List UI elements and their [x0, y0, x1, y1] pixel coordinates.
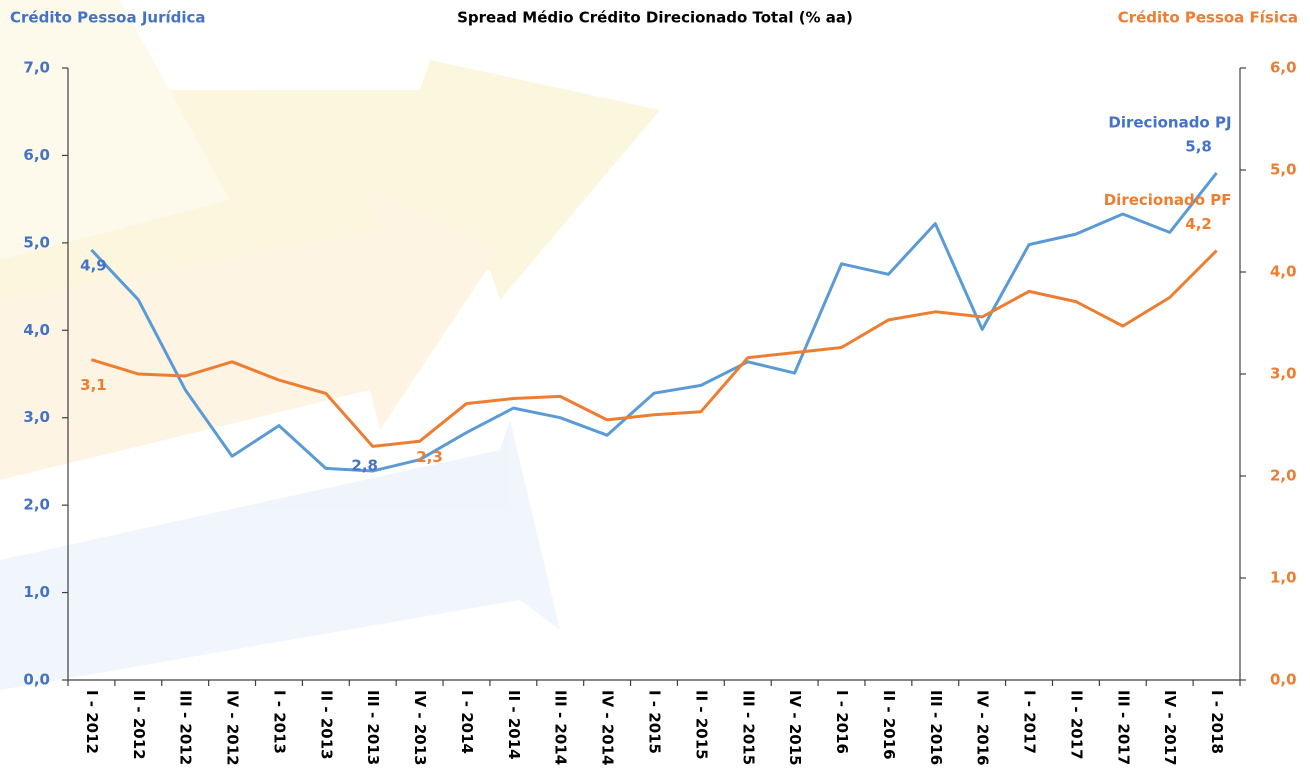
- y-tick-label: 7,0: [23, 59, 50, 77]
- y2-tick-label: 2,0: [1270, 467, 1297, 485]
- chart: Crédito Pessoa Jurídica Crédito Pessoa F…: [0, 0, 1310, 771]
- x-tick-label: III - 2012: [177, 690, 195, 765]
- y2-tick-label: 3,0: [1270, 365, 1297, 383]
- x-tick-label: I - 2013: [270, 690, 288, 754]
- series-label: Direcionado PF: [1104, 191, 1232, 209]
- x-tick-label: III - 2013: [364, 690, 382, 765]
- y2-tick-label: 4,0: [1270, 263, 1297, 281]
- x-tick-label: II - 2014: [505, 690, 523, 760]
- x-tick-label: I - 2012: [83, 690, 101, 754]
- value-label: 5,8: [1185, 137, 1212, 155]
- x-tick-label: II - 2013: [317, 690, 335, 760]
- value-label: 4,9: [80, 256, 107, 274]
- x-tick-label: II - 2016: [880, 690, 898, 760]
- x-tick-label: II - 2017: [1067, 690, 1085, 760]
- x-tick-label: IV - 2015: [786, 690, 804, 766]
- value-label: 4,2: [1185, 215, 1212, 233]
- y-axis-title: Crédito Pessoa Jurídica: [10, 9, 206, 27]
- y-tick-label: 6,0: [23, 146, 50, 164]
- annotation: 2,8: [351, 457, 378, 475]
- x-tick-label: IV - 2013: [411, 690, 429, 766]
- series-label: Direcionado PJ: [1108, 113, 1231, 131]
- x-tick-label: IV - 2014: [599, 690, 617, 766]
- x-tick-label: II - 2015: [692, 690, 710, 760]
- y2-tick-label: 6,0: [1270, 59, 1297, 77]
- x-tick-label: IV - 2016: [974, 690, 992, 766]
- y-tick-label: 5,0: [23, 233, 50, 251]
- x-tick-label: II - 2012: [130, 690, 148, 760]
- y-tick-label: 2,0: [23, 496, 50, 514]
- x-tick-label: III - 2014: [552, 690, 570, 765]
- x-tick-label: I - 2017: [1021, 690, 1039, 754]
- y-tick-label: 3,0: [23, 408, 50, 426]
- y2-tick-label: 1,0: [1270, 569, 1297, 587]
- x-tick-label: IV - 2017: [1161, 690, 1179, 766]
- x-tick-label: I - 2018: [1208, 690, 1226, 754]
- background-arrows: [0, 0, 660, 690]
- y2-tick-label: 5,0: [1270, 161, 1297, 179]
- y-tick-label: 4,0: [23, 321, 50, 339]
- y-tick-label: 0,0: [23, 671, 50, 689]
- x-tick-label: IV - 2012: [224, 690, 242, 766]
- x-tick-label: I - 2016: [833, 690, 851, 754]
- chart-title: Spread Médio Crédito Direcionado Total (…: [457, 9, 853, 27]
- x-tick-label: I - 2015: [646, 690, 664, 754]
- value-label: 3,1: [80, 376, 107, 394]
- y2-tick-label: 0,0: [1270, 671, 1297, 689]
- value-label: 2,3: [416, 448, 443, 466]
- x-tick-label: I - 2014: [458, 690, 476, 754]
- x-tick-label: III - 2016: [927, 690, 945, 765]
- y2-axis-title: Crédito Pessoa Física: [1118, 9, 1298, 27]
- x-tick-label: III - 2017: [1114, 690, 1132, 765]
- x-tick-label: III - 2015: [739, 690, 757, 765]
- y-tick-label: 1,0: [23, 583, 50, 601]
